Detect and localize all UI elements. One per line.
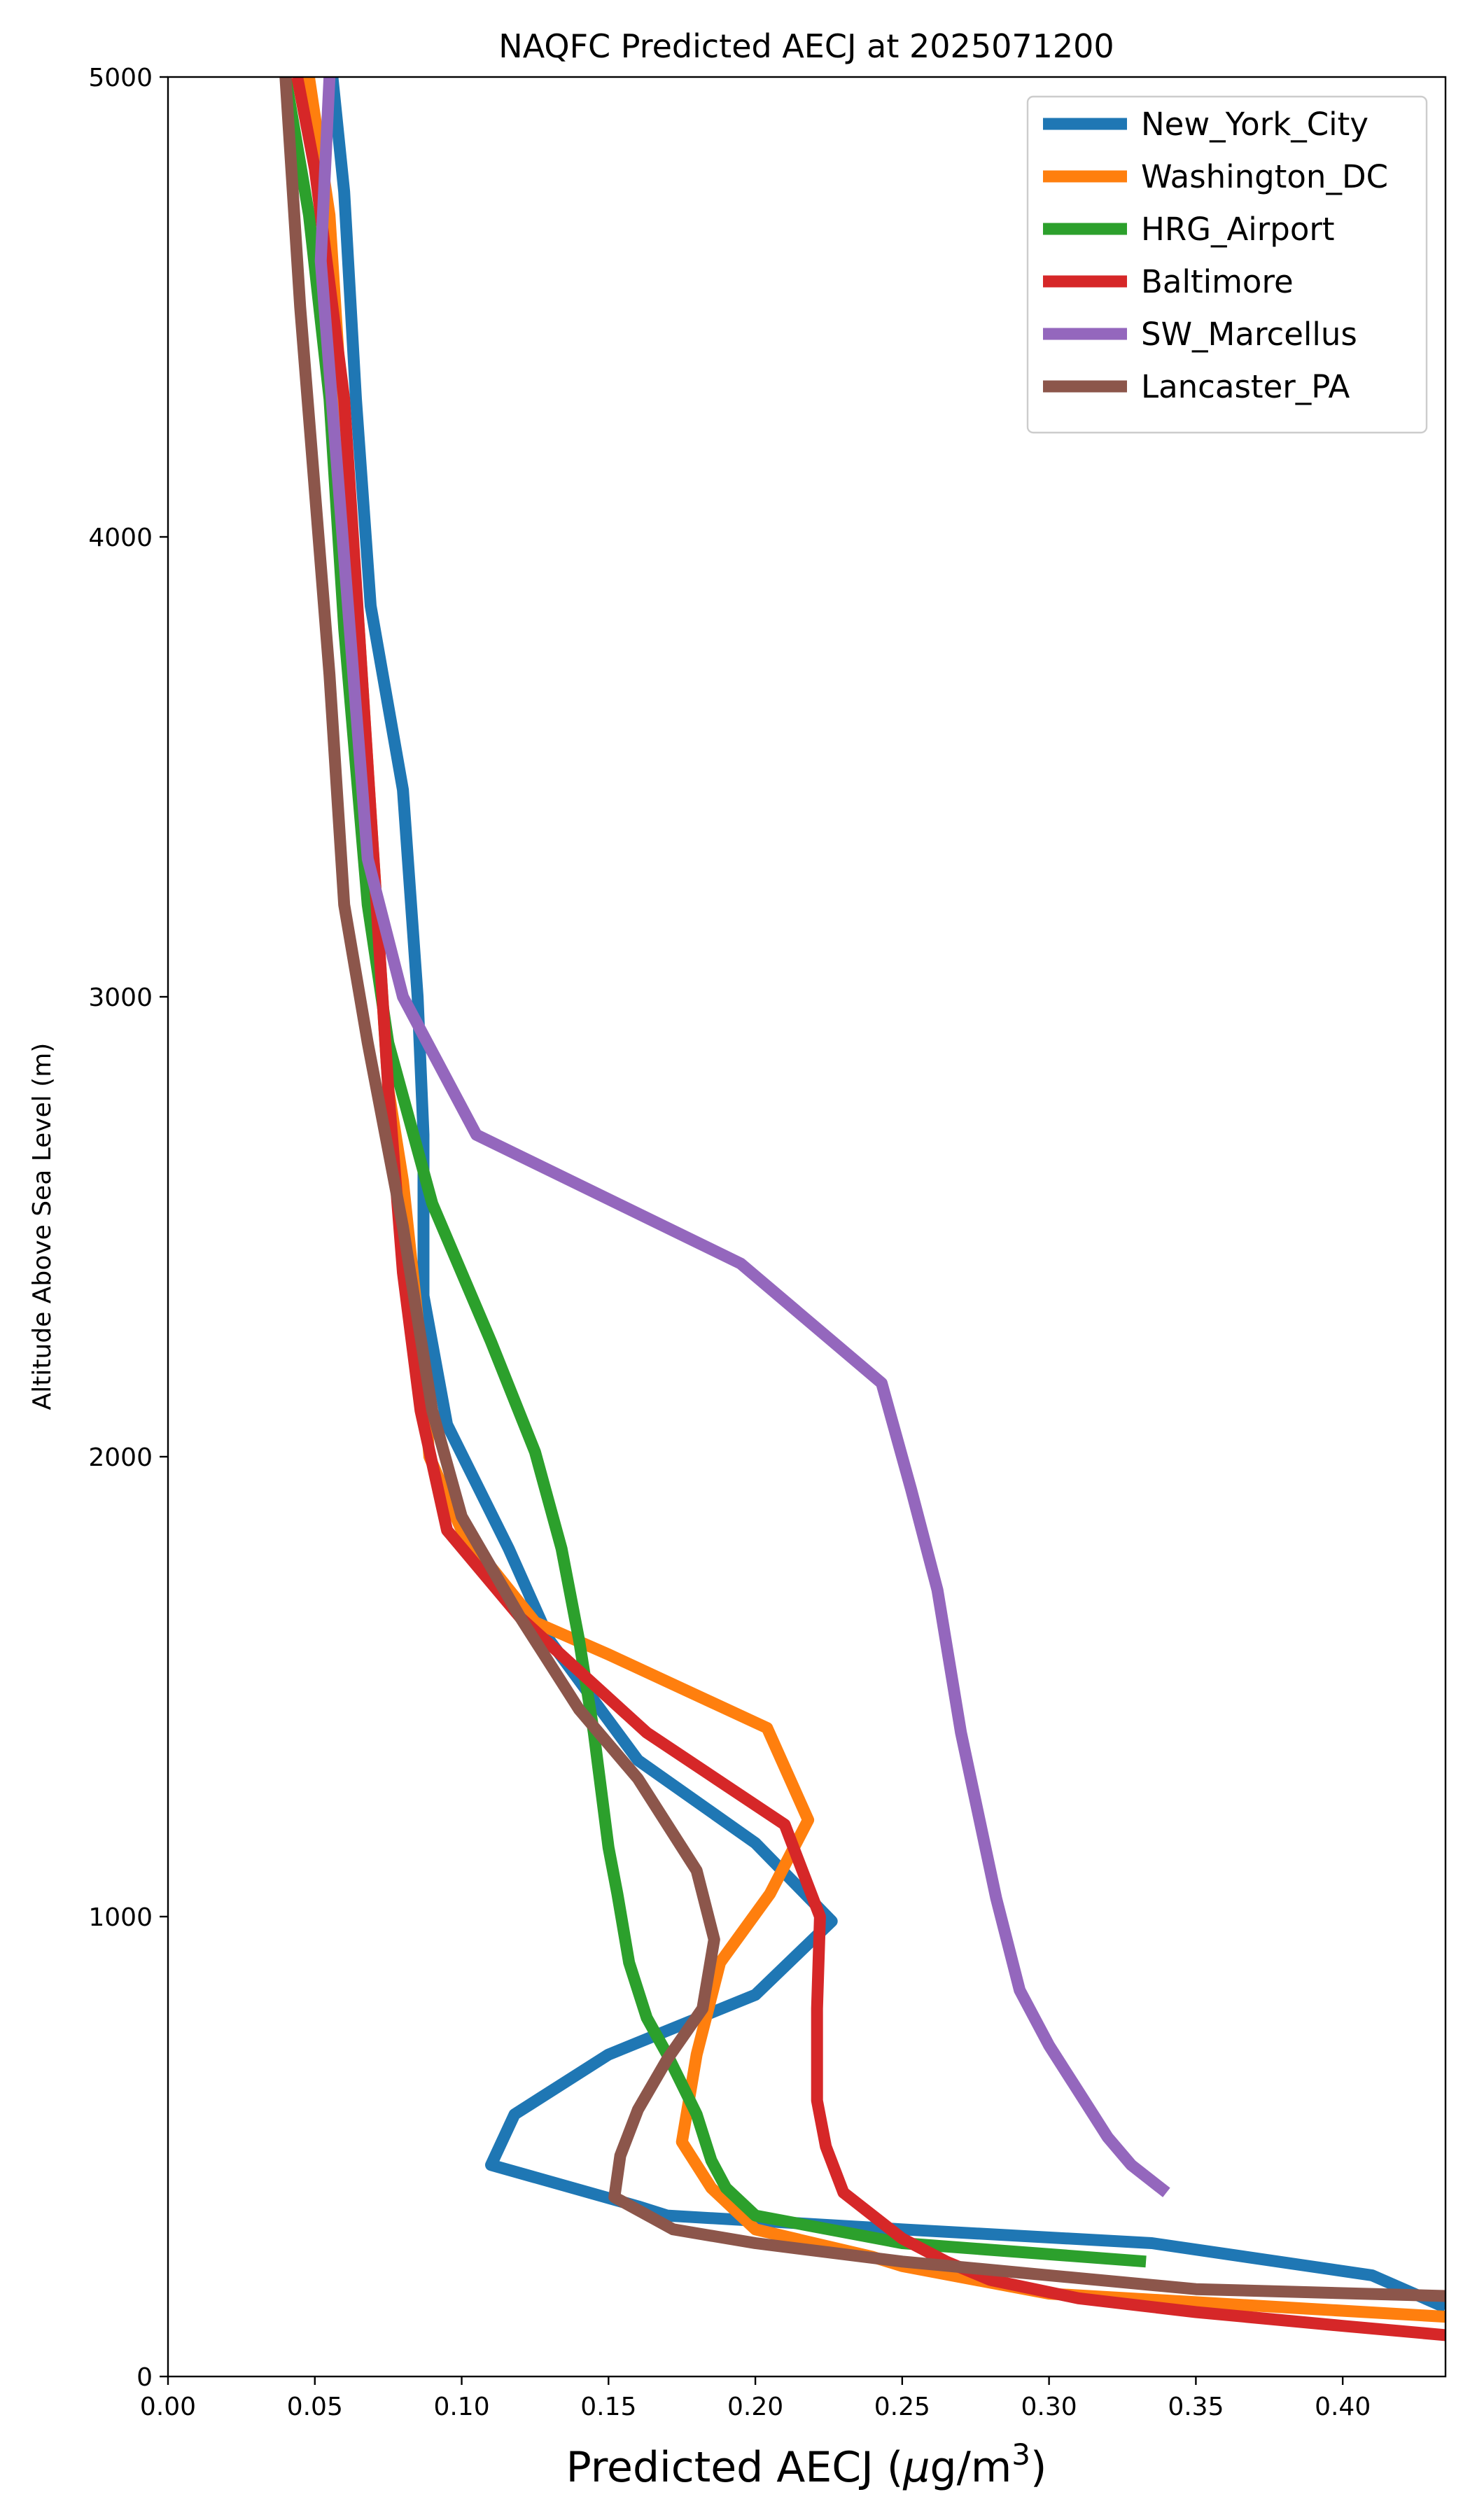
x-tick-label: 0.00 — [140, 2393, 196, 2421]
y-tick-label: 1000 — [88, 1903, 153, 1932]
legend-label-lancaster-pa: Lancaster_PA — [1141, 368, 1350, 405]
x-tick-label: 0.05 — [287, 2393, 343, 2421]
plot-area — [167, 76, 1447, 2378]
y-tick-label: 5000 — [88, 64, 153, 92]
y-axis: 0 1000 2000 3000 4000 5000 — [88, 64, 168, 2392]
x-tick-label: 0.30 — [1021, 2393, 1077, 2421]
x-tick-label: 0.10 — [433, 2393, 489, 2421]
chart-title: NAQFC Predicted AECJ at 2025071200 — [498, 27, 1114, 65]
series-line-new-york-city — [326, 77, 1446, 2314]
series-line-sw-marcellus — [314, 77, 1170, 2197]
y-tick-label: 3000 — [88, 983, 153, 1012]
x-tick-label: 0.40 — [1315, 2393, 1371, 2421]
x-tick-label: 0.25 — [874, 2393, 930, 2421]
y-tick-label: 4000 — [88, 524, 153, 552]
y-tick-label: 2000 — [88, 1443, 153, 1472]
legend-box — [1026, 95, 1428, 434]
x-tick-label: 0.20 — [727, 2393, 783, 2421]
x-tick-label: 0.15 — [580, 2393, 636, 2421]
legend-label-baltimore: Baltimore — [1141, 263, 1294, 300]
y-tick-label: 0 — [136, 2363, 153, 2392]
x-axis: 0.00 0.05 0.10 0.15 0.20 0.25 0.30 0.35 0.40 — [140, 2376, 1371, 2421]
plot-frame — [167, 76, 1447, 2378]
legend-label-new-york-city: New_York_City — [1141, 106, 1368, 143]
series-layer — [279, 77, 1446, 2342]
y-axis-label: Altitude Above Sea Level (m) — [28, 1043, 57, 1410]
legend-label-washington-dc: Washington_DC — [1141, 158, 1388, 195]
series-line-lancaster-pa — [279, 77, 1446, 2302]
x-tick-label: 0.35 — [1168, 2393, 1224, 2421]
x-axis-label: Predicted AECJ (μg/m3) — [566, 2437, 1047, 2492]
legend-label-sw-marcellus: SW_Marcellus — [1141, 316, 1357, 353]
legend: New_York_City Washington_DC HRG_Airport Bal… — [1026, 95, 1428, 434]
legend-label-hrg-airport: HRG_Airport — [1141, 211, 1335, 248]
